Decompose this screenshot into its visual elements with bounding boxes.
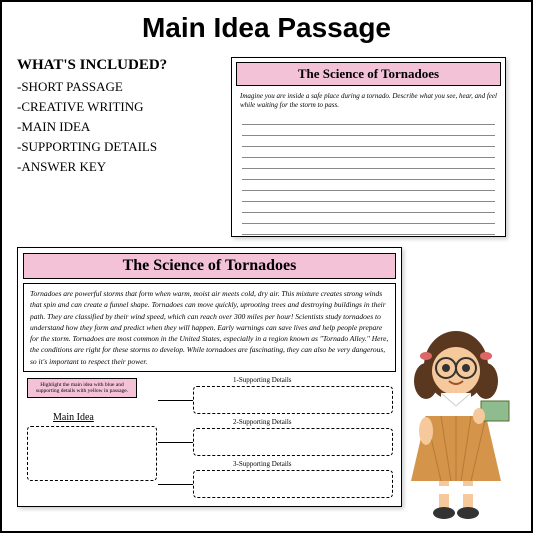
girl-character-icon: [391, 321, 521, 521]
connector-line: [158, 484, 193, 485]
included-item: -Creative Writing: [17, 99, 217, 115]
included-item: -Answer key: [17, 159, 217, 175]
included-item: -Main Idea: [17, 119, 217, 135]
passage-text: Tornadoes are powerful storms that form …: [23, 283, 396, 372]
included-header: WHAT'S INCLUDED?: [17, 57, 217, 74]
worksheet-title: The Science of Tornadoes: [23, 253, 396, 279]
detail-label: 1-Supporting Details: [233, 376, 292, 384]
graphic-organizer: Highlight the main idea with blue and su…: [23, 376, 396, 496]
passage-worksheet: The Science of Tornadoes Tornadoes are p…: [17, 247, 402, 507]
connector-line: [158, 400, 193, 401]
highlight-instruction: Highlight the main idea with blue and su…: [27, 378, 137, 398]
included-item: -Supporting Details: [17, 139, 217, 155]
page-title: Main Idea Passage: [2, 2, 531, 49]
detail-label: 3-Supporting Details: [233, 460, 292, 468]
included-item: -Short Passage: [17, 79, 217, 95]
worksheet-title: The Science of Tornadoes: [236, 62, 501, 86]
detail-label: 2-Supporting Details: [233, 418, 292, 426]
detail-box: [193, 470, 393, 498]
detail-box: [193, 428, 393, 456]
writing-worksheet: The Science of Tornadoes Imagine you are…: [231, 57, 506, 237]
writing-prompt: Imagine you are inside a safe place duri…: [236, 90, 501, 112]
main-idea-box: [27, 426, 157, 481]
connector-line: [158, 442, 193, 443]
main-idea-label: Main Idea: [53, 412, 94, 423]
included-section: WHAT'S INCLUDED? -Short Passage -Creativ…: [17, 57, 217, 179]
detail-box: [193, 386, 393, 414]
writing-lines: [236, 112, 501, 237]
